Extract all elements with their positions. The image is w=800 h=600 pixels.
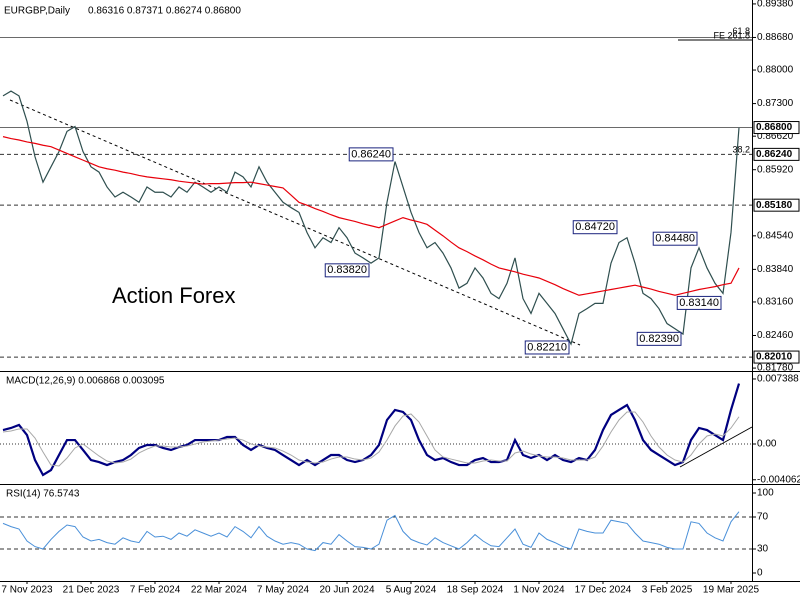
ohlc-text: 0.86316 0.87371 0.86274 0.86800 [88, 6, 241, 17]
panel-title: MACD(12,26,9) 0.006868 0.003095 [6, 376, 165, 387]
y-tick-label: 0.84540 [757, 230, 794, 241]
watermark: Action Forex [112, 283, 236, 308]
x-tick-label: 7 Nov 2023 [1, 585, 53, 596]
series-line [2, 511, 740, 552]
fib-label: 61.8 [732, 26, 750, 36]
x-tick-label: 5 Aug 2024 [386, 585, 437, 596]
trend-line [9, 99, 581, 346]
x-tick-label: 19 Mar 2025 [703, 585, 760, 596]
y-tick-label: 0.86620 [757, 131, 794, 142]
x-tick-label: 20 Jun 2024 [319, 585, 374, 596]
series-line [2, 136, 740, 296]
annotation-label: 0.84480 [655, 233, 695, 245]
annotation-box [636, 331, 682, 346]
y-tick-label: 0.00 [757, 439, 777, 450]
x-tick-label: 1 Nov 2024 [513, 585, 565, 596]
level-label: 0.85180 [756, 200, 793, 211]
level-label-box [753, 350, 800, 364]
y-tick-label: 0.007388 [757, 374, 799, 385]
series-line [2, 411, 740, 467]
panel-title: RSI(14) 76.5743 [6, 489, 80, 500]
level-label: 0.86800 [756, 122, 793, 133]
y-tick-label: 100 [757, 488, 774, 499]
y-tick-label: 0.83160 [757, 297, 794, 308]
y-tick-label: 70 [757, 512, 769, 523]
annotation-label: 0.82210 [527, 341, 567, 353]
annotation-label: 0.83140 [679, 297, 719, 309]
y-tick-label: 0.85920 [757, 164, 794, 175]
x-tick-label: 18 Sep 2024 [447, 585, 504, 596]
annotation-label: 0.82390 [639, 333, 679, 345]
x-tick-label: 17 Dec 2024 [575, 585, 632, 596]
level-label-box [753, 198, 800, 212]
fib-label: FE 261.8 [713, 30, 750, 40]
level-label-box [753, 147, 800, 161]
annotation-box [524, 340, 570, 355]
annotation-box [324, 263, 370, 278]
x-tick-label: 7 Feb 2024 [130, 585, 181, 596]
series-line [2, 90, 740, 346]
y-tick-label: -0.004062 [757, 474, 800, 485]
annotation-box [572, 220, 618, 235]
series-line [2, 383, 741, 477]
annotation-box [652, 231, 698, 246]
annotation-label: 0.84720 [575, 221, 615, 233]
annotation-box [676, 295, 722, 310]
level-label: 0.86240 [756, 149, 793, 160]
frames [0, 0, 800, 582]
level-label: 0.82010 [756, 352, 793, 363]
y-tick-label: 0.82460 [757, 330, 794, 341]
y-tick-label: 0 [757, 568, 763, 579]
y-tick-label: 0.87300 [757, 98, 794, 109]
annotation-label: 0.83820 [327, 264, 367, 276]
fib-label: 38.2 [732, 144, 750, 154]
level-label-box [753, 121, 800, 135]
annotation-box [348, 147, 394, 162]
y-tick-label: 0.83840 [757, 264, 794, 275]
x-tick-label: 21 Dec 2023 [63, 585, 120, 596]
chart-title: EURGBP,Daily [4, 6, 70, 17]
y-tick-label: 0.81780 [757, 363, 794, 374]
macd-trend-line [679, 426, 753, 468]
x-tick-label: 3 Feb 2025 [642, 585, 693, 596]
y-tick-label: 0.88680 [757, 32, 794, 43]
y-tick-label: 0.88000 [757, 65, 794, 76]
annotation-label: 0.86240 [351, 148, 391, 160]
x-tick-label: 22 Mar 2024 [191, 585, 248, 596]
x-tick-label: 7 May 2024 [257, 585, 310, 596]
y-tick-label: 30 [757, 544, 769, 555]
y-tick-label: 0.89380 [757, 0, 794, 10]
